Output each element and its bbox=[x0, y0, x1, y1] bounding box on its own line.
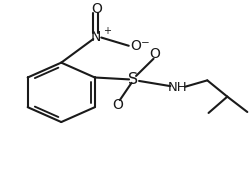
Text: +: + bbox=[104, 26, 112, 36]
Text: S: S bbox=[128, 72, 138, 87]
Text: O: O bbox=[91, 2, 102, 16]
Text: O: O bbox=[112, 98, 123, 112]
Text: NH: NH bbox=[168, 81, 187, 94]
Text: N: N bbox=[91, 30, 102, 44]
Text: O: O bbox=[149, 46, 160, 60]
Text: −: − bbox=[141, 38, 150, 48]
Text: O: O bbox=[130, 39, 141, 53]
